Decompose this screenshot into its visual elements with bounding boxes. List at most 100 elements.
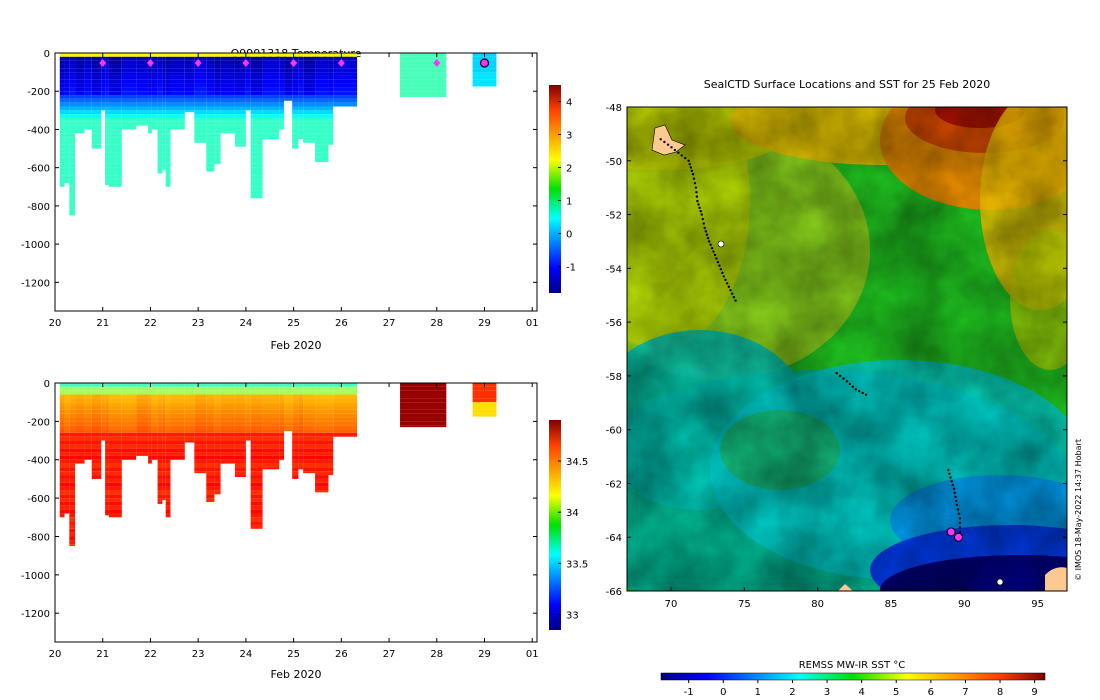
temperature-cell (279, 53, 285, 57)
salinity-cell (206, 440, 215, 445)
sst-colorbar-ticks: -1 0 1 2 3 4 5 6 7 8 9 (684, 680, 1038, 698)
salinity-cell (303, 409, 316, 414)
salinity-cell (220, 452, 235, 456)
temperature-cell (250, 114, 263, 118)
salinity-cell (157, 440, 163, 445)
daily-surface-markers (99, 58, 490, 68)
temperature-cell (105, 106, 109, 111)
salinity-cell (184, 413, 195, 418)
salinity-cell (148, 432, 152, 437)
salinity-cell (184, 394, 195, 399)
temperature-cell (303, 106, 316, 111)
salinity-cell (165, 501, 171, 506)
sst-field (627, 107, 1067, 591)
temperature-cell (69, 83, 76, 88)
salinity-cell (64, 429, 70, 433)
temperature-cell (105, 98, 109, 103)
track-point (673, 148, 677, 152)
track-point (663, 140, 666, 144)
salinity-cell (69, 513, 76, 518)
temperature-cell (220, 87, 235, 92)
salinity-cell (157, 455, 163, 460)
salinity-cell (214, 383, 221, 387)
temperature-cell (157, 102, 163, 107)
salinity-cell (64, 475, 70, 479)
temperature-cell (279, 79, 285, 84)
temperature-x-tick-label: 28 (430, 318, 443, 329)
salinity-cell (214, 413, 221, 418)
temperature-cell (170, 98, 185, 103)
salinity-cell (59, 459, 65, 464)
salinity-cell (69, 413, 76, 418)
temperature-cell (214, 160, 221, 164)
salinity-cell (250, 383, 263, 387)
salinity-cell (292, 455, 299, 460)
salinity-cell (108, 448, 122, 453)
temperature-cell (194, 133, 207, 138)
salinity-cell (214, 486, 221, 491)
salinity-cell (108, 421, 122, 426)
salinity-cell (170, 436, 185, 441)
salinity-cell (262, 452, 280, 456)
temperature-cell (170, 64, 185, 69)
temperature-cell (328, 64, 334, 69)
temperature-cell (165, 125, 171, 130)
salinity-cell (69, 386, 76, 391)
salinity-cell (315, 448, 329, 453)
temperature-cell (170, 60, 185, 65)
salinity-cell (220, 429, 235, 433)
salinity-cell (165, 440, 171, 445)
temperature-cell (315, 68, 329, 73)
salinity-cell (121, 429, 137, 433)
salinity-cell (234, 398, 246, 403)
temperature-cell (108, 102, 122, 107)
salinity-cell (121, 455, 137, 460)
temperature-cell (220, 56, 235, 61)
salinity-cell (303, 402, 316, 407)
map-y-tick-label: -54 (606, 264, 622, 275)
salinity-cell (206, 498, 215, 502)
temperature-cell (284, 83, 293, 88)
temperature-cell (84, 56, 92, 61)
salinity-cell (315, 390, 329, 395)
salinity-cell (91, 455, 102, 460)
temperature-cell (220, 53, 235, 57)
salinity-cell (136, 383, 149, 387)
salinity-cell (69, 505, 76, 510)
temperature-cell (279, 60, 285, 65)
temperature-cell (328, 60, 334, 65)
temperature-cell (136, 87, 149, 92)
salinity-cell (328, 436, 334, 441)
salinity-cell (303, 452, 316, 456)
salinity-cell (206, 486, 215, 491)
temperature-cell (59, 75, 65, 80)
temperature-cell (59, 87, 65, 92)
map-y-tick-label: -66 (606, 587, 622, 598)
sst-colorbar-tick-label: 8 (997, 687, 1003, 698)
salinity-cell (328, 444, 334, 449)
salinity-cell (250, 432, 263, 437)
temperature-cell (64, 160, 70, 164)
salinity-cell (59, 505, 65, 510)
salinity-cell (75, 421, 85, 426)
temperature-cell (101, 75, 106, 80)
salinity-cell (59, 436, 65, 441)
salinity-y-tick-label: -1000 (21, 571, 50, 582)
salinity-cell (108, 471, 122, 476)
temperature-cell (162, 144, 166, 149)
salinity-cell (136, 421, 149, 426)
temperature-cell (234, 114, 246, 118)
temperature-cell (472, 75, 497, 80)
salinity-x-axis: 20 21 22 23 24 25 26 27 28 29 01 (49, 383, 539, 660)
map-longitude-axis: 70 75 80 85 90 95 (665, 587, 1044, 610)
temperature-cell (170, 102, 185, 107)
map-x-tick-label: 90 (958, 599, 971, 610)
salinity-cell (250, 486, 263, 491)
temperature-cell (105, 129, 109, 134)
salinity-cell (165, 448, 171, 453)
salinity-cell (194, 471, 207, 474)
temperature-cell (220, 64, 235, 69)
temperature-cell (157, 75, 163, 80)
salinity-cell (165, 386, 171, 391)
salinity-cell (75, 444, 85, 449)
